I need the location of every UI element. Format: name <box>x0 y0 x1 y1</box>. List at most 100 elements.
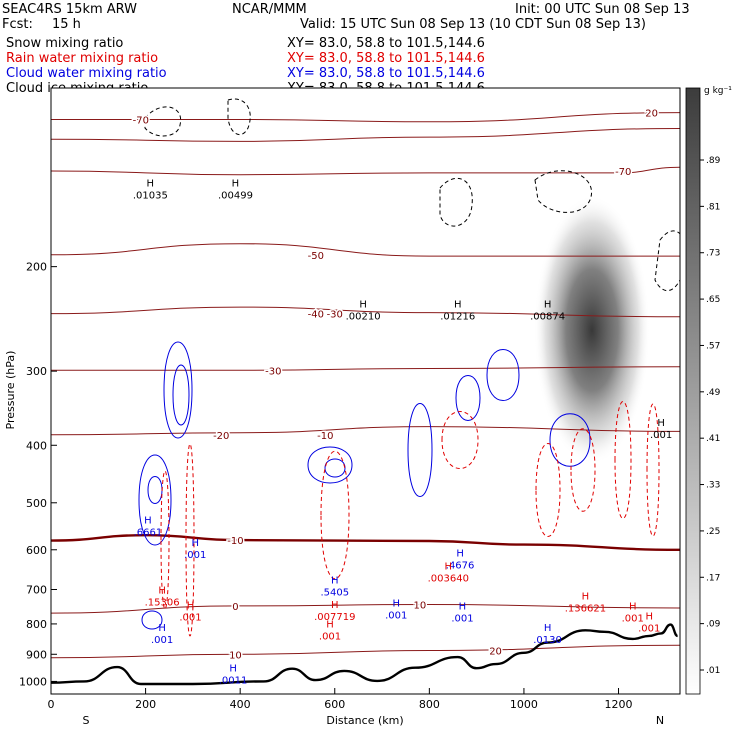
x-tick-label: 1000 <box>510 698 538 711</box>
y-tick-label: 300 <box>26 365 47 378</box>
cloud-ice-contours <box>144 98 680 292</box>
temp-contour <box>51 603 680 614</box>
colorbar-label: .81 <box>706 202 720 212</box>
x-axis-south-label: S <box>83 714 90 727</box>
max-value-label: .00874 <box>530 312 565 323</box>
temp-label: -40 <box>308 310 324 321</box>
max-marker: H <box>191 538 199 549</box>
max-marker: H <box>456 548 464 559</box>
temp-label: 10 <box>414 601 427 612</box>
legend-cloud-water: Cloud water mixing ratio <box>6 66 167 81</box>
colorbar-unit: g kg⁻¹ <box>704 86 732 96</box>
max-value-label: .003640 <box>428 574 469 585</box>
max-marker: H <box>544 300 552 311</box>
colorbar-label: .01 <box>706 666 720 676</box>
x-tick-label: 0 <box>48 698 55 711</box>
rain-contour <box>570 428 596 512</box>
rain-contour <box>646 403 660 537</box>
y-tick-label: 900 <box>26 648 47 661</box>
y-tick-label: 1000 <box>19 675 47 688</box>
temp-label: 0 <box>232 602 238 613</box>
y-tick-label: 800 <box>26 618 47 631</box>
colorbar-label: .33 <box>706 481 720 491</box>
temp-label: -10 <box>317 431 333 442</box>
temp-label: -20 <box>213 431 229 442</box>
max-marker: H <box>582 592 590 603</box>
rain-contour <box>320 451 350 579</box>
colorbar-label: .49 <box>706 388 721 398</box>
init-time: Init: 00 UTC Sun 08 Sep 13 <box>515 2 690 17</box>
max-value-label: .001 <box>650 430 672 441</box>
temp-contour <box>51 306 680 318</box>
colorbar-label: .17 <box>706 573 720 583</box>
max-marker: H <box>454 300 462 311</box>
colorbar-label: .41 <box>706 434 720 444</box>
max-marker: H <box>544 623 552 634</box>
max-value-label: .5405 <box>320 588 349 599</box>
x-axis: 0 200 400 600 800 1000 1200 <box>48 688 633 711</box>
x-tick-label: 600 <box>324 698 345 711</box>
colorbar-label: .89 <box>706 156 721 166</box>
max-marker: H <box>459 602 467 613</box>
max-value-label: .0130 <box>533 635 562 646</box>
temp-contour <box>51 128 680 142</box>
valid-time: Valid: 15 UTC Sun 08 Sep 13 (10 CDT Sun … <box>300 17 646 32</box>
cloud-water-contour <box>324 458 346 478</box>
xy-cloud-water: XY= 83.0, 58.8 to 101.5,144.6 <box>287 66 485 81</box>
max-value-label: .001 <box>385 610 407 621</box>
cloud-water-contour <box>486 349 520 401</box>
y-axis-title: Pressure (hPa) <box>4 351 17 430</box>
max-marker: H <box>158 585 166 596</box>
max-value-label: .001 <box>179 613 201 624</box>
x-axis-title: Distance (km) <box>326 714 403 727</box>
cloud-water-contour <box>307 446 353 484</box>
temp-label: 20 <box>645 109 658 120</box>
extrema-markers: H.01035H.00499H.00210H.01216H.00874H.001… <box>133 178 672 686</box>
temp-label: 10 <box>229 650 242 661</box>
legend-snow: Snow mixing ratio <box>6 36 123 51</box>
cloud-water-contour <box>407 403 433 497</box>
max-marker: H <box>187 601 195 612</box>
cloud-water-contour <box>455 375 481 421</box>
temperature-contours <box>51 112 680 659</box>
temp-contour <box>51 243 680 257</box>
x-tick-label: 1200 <box>605 698 633 711</box>
y-tick-label: 700 <box>26 584 47 597</box>
rain-contours <box>160 401 660 637</box>
cloud-water-contour <box>549 413 591 467</box>
temp-contour <box>51 166 680 176</box>
snow-shading <box>534 195 650 465</box>
temp-contour <box>51 533 680 551</box>
max-marker: H <box>392 598 400 609</box>
cloud-water-contour <box>141 610 163 630</box>
ice-contour <box>534 170 593 213</box>
max-marker: H <box>158 623 166 634</box>
x-tick-label: 200 <box>135 698 156 711</box>
temp-contour <box>51 112 680 123</box>
xy-rain: XY= 83.0, 58.8 to 101.5,144.6 <box>287 51 485 66</box>
cloud-water-contours <box>138 341 591 630</box>
model-title: SEAC4RS 15km ARW <box>2 2 137 17</box>
temp-label: -30 <box>265 366 281 377</box>
colorbar-label: .57 <box>706 341 720 351</box>
colorbar-label: .65 <box>706 295 720 305</box>
org-label: NCAR/MMM <box>232 2 307 17</box>
ice-contour <box>227 98 251 136</box>
max-value-label: .001 <box>622 614 644 625</box>
colorbar <box>685 87 701 695</box>
legend-rain: Rain water mixing ratio <box>6 51 158 66</box>
max-value-label: .00210 <box>346 312 381 323</box>
temp-label: -70 <box>615 167 631 178</box>
y-axis: 200 300 400 500 600 700 800 900 1000 <box>19 261 57 688</box>
plot-frame <box>50 87 681 695</box>
max-value-label: .007719 <box>314 612 355 623</box>
max-value-label: .001 <box>451 614 473 625</box>
colorbar-label: .25 <box>706 527 720 537</box>
temp-label: -30 <box>327 310 343 321</box>
y-tick-label: 500 <box>26 497 47 510</box>
fcst-value: 15 h <box>52 17 81 32</box>
max-marker: H <box>331 576 339 587</box>
cloud-water-contour <box>172 364 190 426</box>
